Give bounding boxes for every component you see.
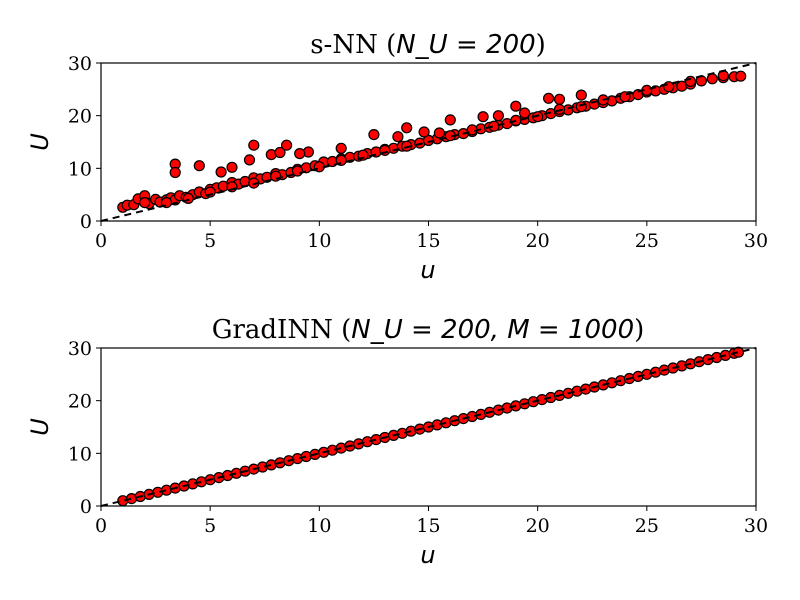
data-point xyxy=(553,93,566,105)
data-point xyxy=(193,160,205,172)
x-tick-label: 10 xyxy=(307,230,331,252)
x-axis-title: u xyxy=(420,256,435,284)
y-tick-label: 30 xyxy=(68,338,92,360)
x-tick-label: 25 xyxy=(635,515,659,537)
chart-title-prefix: GradINN ( xyxy=(212,315,352,345)
data-point xyxy=(542,92,555,104)
data-point xyxy=(401,140,413,152)
data-point xyxy=(401,122,413,134)
data-point xyxy=(368,129,380,141)
data-point xyxy=(294,148,306,160)
y-tick-label: 30 xyxy=(68,53,92,75)
data-point xyxy=(518,107,531,119)
x-axis-ticks: 0 5 10 15 20 25 30 xyxy=(95,221,768,252)
data-point xyxy=(575,101,587,113)
x-axis-title: u xyxy=(420,541,435,569)
y-tick-label: 10 xyxy=(68,443,92,465)
data-point xyxy=(139,197,151,209)
x-tick-label: 30 xyxy=(744,230,768,252)
data-point xyxy=(248,139,260,151)
x-tick-label: 20 xyxy=(526,230,550,252)
chart-title-math: N_U = 200, M = 1000 xyxy=(351,315,634,345)
chart-title-snn: s-NN (N_U = 200) xyxy=(310,30,546,60)
data-point xyxy=(492,110,504,122)
y-tick-label: 10 xyxy=(68,158,92,180)
data-point xyxy=(243,154,256,166)
x-tick-label: 0 xyxy=(95,515,107,537)
y-tick-label: 20 xyxy=(68,391,92,413)
x-tick-label: 15 xyxy=(416,230,440,252)
data-point xyxy=(169,166,181,179)
data-point xyxy=(274,146,286,159)
y-axis-title: U xyxy=(26,418,54,436)
data-point xyxy=(735,70,747,82)
data-point xyxy=(433,127,445,139)
data-point xyxy=(226,161,238,173)
x-tick-label: 15 xyxy=(416,515,440,537)
reference-diagonal-line xyxy=(100,347,757,507)
y-tick-label: 0 xyxy=(80,496,92,518)
data-point xyxy=(182,192,194,204)
data-point xyxy=(553,103,566,115)
data-point xyxy=(335,142,347,154)
reference-diagonal-line xyxy=(100,62,757,222)
scatter-series xyxy=(117,346,745,507)
data-point xyxy=(575,89,587,101)
x-tick-label: 30 xyxy=(744,515,768,537)
x-tick-label: 5 xyxy=(204,515,216,537)
data-point xyxy=(281,139,293,151)
chart-title-suffix: ) xyxy=(536,30,546,60)
y-tick-label: 0 xyxy=(80,211,92,233)
data-point xyxy=(392,131,404,143)
y-axis-ticks: 0 10 20 30 xyxy=(68,53,101,233)
data-point xyxy=(444,114,456,126)
y-axis-title: U xyxy=(26,133,54,151)
data-point xyxy=(418,126,430,138)
y-axis-ticks: 0 10 20 30 xyxy=(68,338,101,518)
x-tick-label: 10 xyxy=(307,515,331,537)
x-tick-label: 20 xyxy=(526,515,550,537)
data-point xyxy=(732,346,745,358)
chart-title-gradinn: GradINN (N_U = 200, M = 1000) xyxy=(212,315,645,345)
y-tick-label: 20 xyxy=(68,106,92,128)
data-point xyxy=(663,81,675,93)
panel-gradinn: GradINN (N_U = 200, M = 1000) 0 5 10 15 20 25… xyxy=(26,315,768,569)
x-tick-label: 0 xyxy=(95,230,107,252)
chart-title-suffix: ) xyxy=(634,315,644,345)
data-point xyxy=(510,100,522,112)
data-point xyxy=(215,166,227,178)
data-point xyxy=(488,120,500,132)
chart-title-math: N_U = 200 xyxy=(396,30,535,60)
x-tick-label: 25 xyxy=(635,230,659,252)
x-axis-ticks: 0 5 10 15 20 25 30 xyxy=(95,506,768,537)
data-point xyxy=(270,170,282,182)
chart-title-prefix: s-NN ( xyxy=(310,30,396,60)
x-tick-label: 5 xyxy=(204,230,216,252)
data-point xyxy=(477,111,489,123)
